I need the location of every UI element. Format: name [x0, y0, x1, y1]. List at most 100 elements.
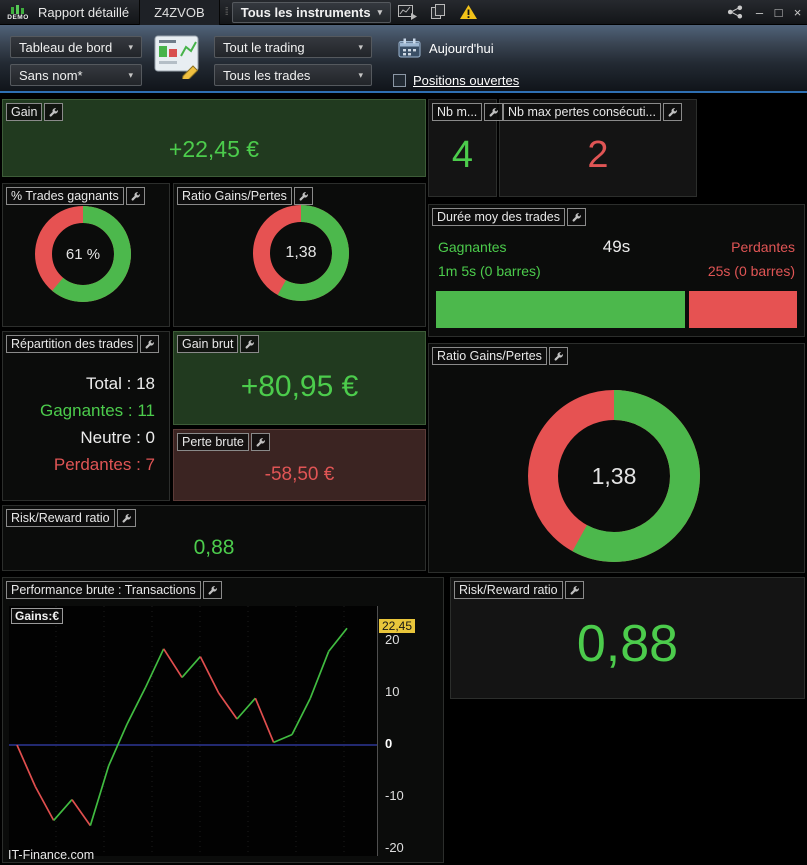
donut-svg [35, 206, 131, 302]
copy-icon [431, 4, 446, 19]
wrench-icon[interactable] [662, 103, 682, 121]
wrench-glyph [299, 191, 308, 201]
share-icon[interactable] [725, 3, 745, 21]
wrench-icon[interactable] [250, 433, 270, 451]
gain-loss-ratio-small-value: 1,38 [285, 244, 317, 261]
panel-title-gross-gain: Gain brut [177, 335, 239, 353]
wrench-glyph [122, 513, 131, 523]
open-positions-row: Positions ouvertes [393, 73, 519, 88]
distribution-winners: Gagnantes : 11 [40, 401, 155, 420]
chart-series-label: Gains:€ [11, 608, 64, 624]
wrench-icon[interactable] [116, 509, 136, 527]
wrench-icon[interactable] [293, 187, 313, 205]
gross-loss-value: -58,50 € [264, 464, 335, 485]
panel-title-ratio-big: Ratio Gains/Pertes [432, 347, 547, 365]
chevron-down-icon: ▾ [358, 41, 363, 52]
gain-panel: Gain +22,45 € [2, 99, 426, 177]
last-value-tag: 22,45 [379, 619, 416, 634]
wrench-icon[interactable] [125, 187, 145, 205]
wrench-icon[interactable] [240, 335, 260, 353]
trading-period-dropdown[interactable]: Tout le trading ▾ [214, 36, 372, 58]
duration-bar [436, 291, 797, 328]
donut-svg [528, 390, 700, 562]
gain-loss-ratio-big-value: 1,38 [591, 462, 637, 489]
panel-title-risk-small: Risk/Reward ratio [6, 509, 115, 527]
max-consecutive-wins-panel: Nb m... 4 [428, 99, 504, 197]
drag-grip-icon[interactable]: ⁞⁞ [224, 6, 229, 18]
trade-distribution-panel: Répartition des trades Total : 18 Gagnan… [2, 331, 170, 501]
y-tick-label: 0 [385, 736, 393, 751]
logo-chart-icon [10, 4, 24, 14]
max-losses-value: 2 [587, 134, 609, 176]
calendar-icon [398, 38, 421, 58]
risk-reward-small-value: 0,88 [193, 536, 235, 559]
panel-title-distribution: Répartition des trades [6, 335, 139, 353]
duplicate-report-icon[interactable] [429, 2, 448, 22]
avg-trade-duration-panel: Durée moy des trades Gagnantes 49s Perda… [428, 204, 805, 337]
wrench-glyph [131, 191, 140, 201]
wrench-icon[interactable] [564, 581, 584, 599]
report-code-tab[interactable]: Z4ZVOB [139, 0, 220, 25]
chevron-down-icon: ▾ [377, 6, 383, 17]
distribution-neutral: Neutre : 0 [80, 428, 155, 447]
equity-chart-area: Gains:€ [9, 606, 377, 856]
panel-title-performance: Performance brute : Transactions [6, 581, 201, 599]
chevron-down-icon: ▾ [128, 69, 133, 80]
dashboard-editor-icon[interactable] [152, 34, 202, 82]
wrench-icon[interactable] [44, 103, 64, 121]
panel-title-duration: Durée moy des trades [432, 208, 565, 226]
chart-export-icon [398, 4, 418, 20]
y-tick-label: -20 [385, 840, 404, 855]
panel-title-winning-pct: % Trades gagnants [6, 187, 124, 205]
risk-reward-big-value: 0,88 [576, 615, 679, 673]
gross-gain-value: +80,95 € [240, 370, 359, 403]
instruments-dropdown-value: Tous les instruments [240, 4, 371, 20]
y-tick-label: 10 [385, 684, 400, 699]
wrench-icon[interactable] [140, 335, 160, 353]
panel-title-max-losses: Nb max pertes consécuti... [503, 103, 661, 121]
gain-loss-ratio-big-donut: 1,38 [528, 390, 700, 562]
layout-name-value: Sans nom* [19, 67, 83, 83]
wrench-icon[interactable] [566, 208, 586, 226]
wrench-icon[interactable] [202, 581, 222, 599]
y-tick-label: -10 [385, 788, 404, 803]
losers-duration-value: 25s (0 barres) [707, 263, 795, 279]
wrench-glyph [554, 351, 563, 361]
winning-trades-donut: 61 % [35, 206, 131, 302]
dashboard-edit-icon [154, 35, 199, 82]
losers-duration-label: Perdantes [731, 239, 795, 255]
open-positions-label[interactable]: Positions ouvertes [413, 73, 520, 88]
wrench-icon[interactable] [548, 347, 568, 365]
y-tick-label: 20 [385, 632, 400, 647]
winners-duration-label: Gagnantes [438, 239, 507, 255]
gain-loss-ratio-small-donut: 1,38 [253, 205, 349, 301]
layout-name-dropdown[interactable]: Sans nom* ▾ [10, 64, 142, 86]
close-button[interactable]: × [789, 0, 806, 25]
warning-icon[interactable] [458, 3, 479, 21]
gross-loss-panel: Perte brute -58,50 € [173, 429, 426, 501]
max-consecutive-losses-panel: Nb max pertes consécuti... 2 [499, 99, 697, 197]
trades-filter-dropdown[interactable]: Tous les trades ▾ [214, 64, 372, 86]
distribution-losers: Perdantes : 7 [53, 455, 155, 474]
instruments-dropdown[interactable]: Tous les instruments ▾ [231, 1, 392, 23]
winning-trades-pct-value: 61 % [65, 245, 101, 263]
maximize-button[interactable]: □ [770, 0, 787, 25]
open-in-chart-icon[interactable] [396, 3, 419, 22]
trading-period-value: Tout le trading [223, 39, 305, 55]
watermark: IT-Finance.com [8, 848, 95, 862]
wrench-icon[interactable] [484, 103, 504, 121]
wrench-glyph [489, 107, 499, 117]
warning-triangle-icon [460, 5, 478, 19]
share-nodes-icon [727, 5, 743, 19]
risk-reward-big-panel: Risk/Reward ratio 0,88 [450, 577, 805, 699]
risk-reward-small-panel: Risk/Reward ratio 0,88 [2, 505, 426, 571]
gain-value: +22,45 € [168, 136, 260, 162]
date-picker-button[interactable]: Aujourd'hui [392, 37, 500, 59]
losers-bar [689, 291, 797, 328]
panel-title-ratio-small: Ratio Gains/Pertes [177, 187, 292, 205]
chevron-down-icon: ▾ [128, 41, 133, 52]
open-positions-checkbox[interactable] [393, 74, 406, 87]
gross-gain-panel: Gain brut +80,95 € [173, 331, 426, 425]
minimize-button[interactable]: – [751, 0, 768, 25]
dashboard-type-dropdown[interactable]: Tableau de bord ▾ [10, 36, 142, 58]
